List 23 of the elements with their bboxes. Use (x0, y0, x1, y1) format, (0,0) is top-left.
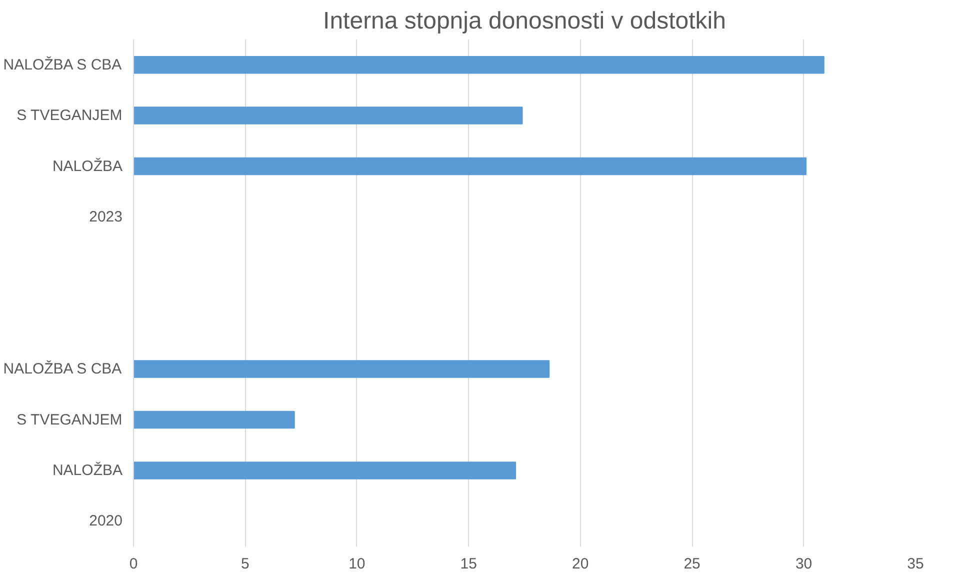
y-tick-label: 2023 (89, 208, 123, 226)
x-tick-label: 15 (460, 556, 477, 572)
bar (134, 462, 516, 480)
y-tick-label: S TVEGANJEM (16, 411, 122, 428)
x-tick-label: 30 (795, 556, 812, 572)
y-tick-label: NALOŽBA S CBA (3, 360, 122, 378)
x-tick-label: 10 (348, 556, 366, 572)
y-tick-label: 2020 (89, 512, 123, 530)
y-tick-label: NALOŽBA S CBA (3, 55, 122, 74)
x-tick-label: 0 (129, 556, 138, 572)
bar (134, 360, 550, 378)
y-tick-label: NALOŽBA (52, 156, 123, 175)
x-tick-label: 35 (907, 556, 924, 572)
bar (134, 106, 523, 124)
bar (134, 410, 295, 429)
bar (134, 56, 824, 74)
chart-title: Interna stopnja donosnosti v odstotkih (323, 8, 726, 34)
bar (134, 157, 807, 176)
y-tick-label: NALOŽBA (52, 460, 123, 479)
x-tick-label: 20 (572, 556, 589, 572)
x-tick-label: 25 (684, 556, 700, 572)
x-tick-label: 5 (241, 556, 250, 572)
y-tick-label: S TVEGANJEM (16, 107, 122, 124)
